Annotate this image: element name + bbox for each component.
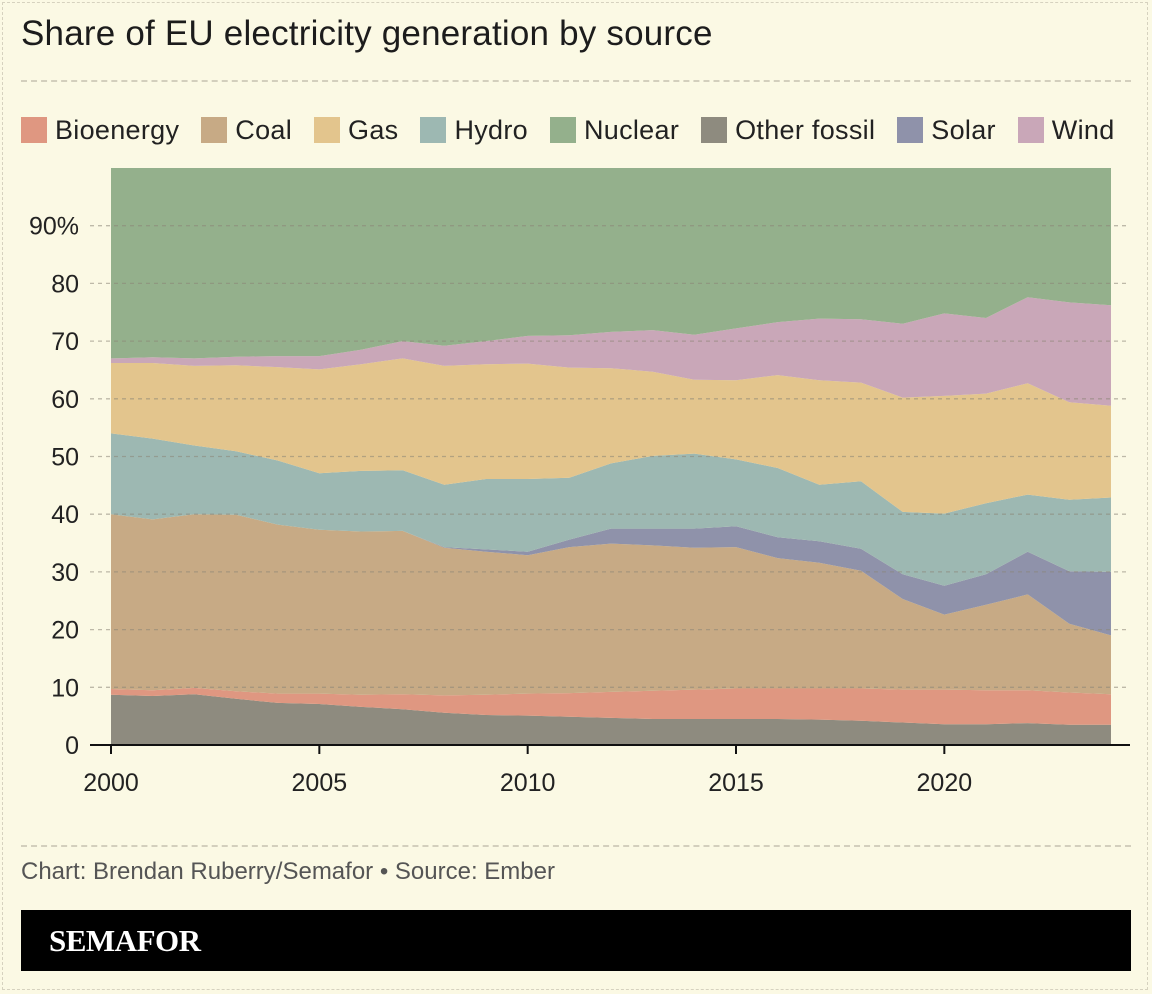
legend-label: Other fossil [735,114,876,145]
legend-item-bioenergy: Bioenergy [21,115,179,146]
area-wind [111,297,1111,406]
brand-logo: SEMAFOR [49,923,201,958]
footer-divider [21,845,1131,847]
y-tick-label: 90% [29,213,79,241]
area-bioenergy [111,687,1111,725]
x-tick-label: 2010 [500,769,556,797]
legend-swatch [549,117,576,143]
axis-layer: 0 10 20 30 40 50 60 70 80 90% 2000 2005 2010 2015 2020 [29,213,1130,797]
legend-item-nuclear: Nuclear [549,114,680,146]
legend-label: Gas [348,114,399,145]
y-tick-label: 10 [51,674,79,702]
chart-title: Share of EU electricity generation by so… [21,14,713,53]
source-credit: Chart: Brendan Ruberry/Semafor • Source:… [21,858,555,885]
y-tick-label: 80 [51,270,79,298]
legend-label: Wind [1051,114,1115,145]
x-tick-label: 2005 [292,769,348,797]
area-solar [111,514,1111,636]
y-tick-label: 30 [51,559,79,587]
area-gas [111,358,1111,514]
legend-item-coal: Coal [201,115,292,146]
legend-swatch [21,117,47,143]
gridlines-layer [90,225,1130,688]
areas-layer [111,168,1111,745]
title-divider [21,80,1131,82]
x-tick-label: 2015 [708,769,764,797]
y-tick-label: 40 [51,501,79,529]
legend-item-other-fossil: Other fossil [701,115,875,146]
legend-swatch [701,117,728,143]
y-tick-label: 70 [51,328,79,356]
area-hydro [111,433,1111,586]
stacked-area-chart: 0 10 20 30 40 50 60 70 80 90% 2000 2005 2010 2015 2020 [29,168,1130,797]
legend-swatch [897,117,924,143]
brand-bar: SEMAFOR [21,910,1131,971]
legend-label: Coal [235,114,293,145]
legend-item-solar: Solar [897,115,996,146]
y-tick-label: 60 [51,386,79,414]
legend-swatch [420,117,447,143]
legend-item-gas: Gas [314,115,398,146]
legend-label: Bioenergy [55,114,180,145]
legend-label: Nuclear [583,114,680,145]
y-tick-label: 50 [51,444,79,472]
x-tick-label: 2020 [917,769,973,797]
legend-swatch [1017,117,1044,143]
legend-label: Hydro [454,114,528,145]
area-nuclear [111,168,1111,359]
legend-swatch [201,117,228,143]
area-coal [111,514,1111,696]
legend-swatch [314,117,341,143]
legend-item-hydro: Hydro [420,115,528,146]
y-tick-label: 0 [65,732,79,760]
x-tick-label: 2000 [83,769,139,797]
legend-item-wind: Wind [1017,114,1115,146]
legend-label: Solar [931,114,996,145]
legend: Bioenergy Coal Gas Hydro Nuclear Other fossil… [21,110,1137,150]
y-tick-label: 20 [51,617,79,645]
